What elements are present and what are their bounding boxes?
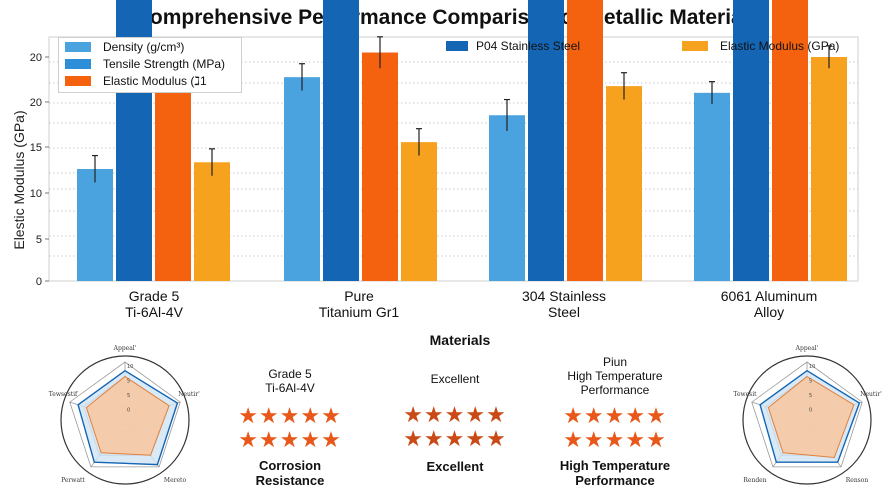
radar-ring-label-1: 5 (809, 379, 812, 385)
legend-swatch-2 (65, 75, 91, 86)
col3-bottom-line2: Performance (575, 473, 655, 488)
chart-title: Comprehensive Performance Comparison of … (134, 6, 761, 29)
legend-label-2: Elastic Modulus (ℷ1 (103, 73, 207, 88)
radar-ring-label-0: 10 (127, 364, 133, 370)
legend-inline-label-0: P04 Stainless Steel (476, 39, 581, 53)
bar-1-3 (733, 0, 769, 281)
col1-stars-row2: ★★★★★ (238, 427, 342, 452)
col3-stars-row1: ★★★★★ (563, 403, 667, 428)
legend-inline-0: P04 Stainless Steel (446, 39, 580, 53)
y-tick-label-3: 15 (30, 142, 42, 154)
y-tick-label-1: 5 (36, 234, 42, 246)
radar-series-orange (767, 375, 855, 459)
radar-axis-label-2: Mereto (164, 477, 187, 484)
x-category-2: 304 Stainless Steel (484, 288, 644, 320)
bar-2-3 (772, 0, 808, 281)
radar-chart-right: 10 5 5 0 Appeal' Neutir' Renson Renden Tewesit (733, 345, 882, 485)
legend-inline-1: Elastic Modulus (GPa) (682, 39, 839, 53)
radar-ring-0 (69, 361, 181, 468)
x-category-0-line2: Ti-6Al-4V (125, 304, 183, 320)
radar-series-orange (85, 375, 170, 456)
radar-ring-label-0: 10 (809, 364, 815, 370)
bar-1-2 (528, 0, 564, 281)
col1-stars-row1: ★★★★★ (238, 403, 342, 428)
legend-item-1: Tensile Strength (MPa) (59, 55, 241, 72)
x-category-2-line1: 304 Stainless (521, 288, 607, 304)
radar-axis-label-4: Tewesit (733, 391, 757, 398)
bar-0-0 (77, 169, 113, 281)
x-category-3: 6061 Aluminum Alloy (689, 288, 849, 320)
plot-frame (48, 36, 859, 282)
y-tick-label-5: 20 (30, 52, 42, 64)
rating-column-3: Piun High Temperature Performance ★★★★★ … (540, 355, 690, 488)
bar-0-1 (284, 77, 320, 281)
legend-swatch-0 (65, 41, 91, 52)
radar-axis-label-1: Neutir' (178, 391, 200, 398)
legend-swatch-1 (65, 58, 91, 69)
y-tick-label-4: 20 (30, 97, 42, 109)
x-category-1: Pure Titanium Gr1 (279, 288, 439, 320)
x-axis-label: Materials (429, 332, 491, 348)
x-category-1-line1: Pure (344, 288, 374, 304)
bar-0-2 (489, 115, 525, 282)
y-tick-label-2: 10 (30, 188, 42, 200)
legend-box: Density (g/cm³) Tensile Strength (MPa) E… (58, 37, 242, 93)
radar-axis-label-4: Tewsestif (49, 391, 78, 398)
col3-top-line3: Performance (580, 383, 650, 397)
col3-stars-row2: ★★★★★ (563, 427, 667, 452)
col1-top-line2: Ti-6Al-4V (265, 381, 315, 395)
legend-label-0: Density (g/cm³) (103, 39, 185, 54)
radar-ring-label-1: 5 (127, 379, 130, 385)
x-category-0-line1: Grade 5 (128, 288, 180, 304)
x-category-3-line1: 6061 Aluminum (720, 288, 818, 304)
radar-ring-label-3: 0 (127, 408, 130, 414)
radar-chart-left: 10 5 5 0 Appeal' Neutir' Mereto Perwatt Tewsesti… (49, 345, 200, 485)
col3-top-line1: Piun (602, 355, 628, 369)
radar-ring-label-2: 5 (127, 393, 130, 399)
bar-1-1 (323, 0, 359, 282)
x-category-0: Grade 5 Ti-6Al-4V (74, 288, 234, 320)
legend-inline-label-1: Elastic Modulus (GPa) (720, 39, 840, 53)
radar-axis-label-0: Appeal' (795, 345, 819, 352)
radar-ring-0 (751, 361, 863, 468)
y-axis-label: Elestic Modulus (GPa) (11, 110, 27, 249)
col1-top-line1: Grade 5 (268, 367, 312, 381)
bar-3-0 (194, 162, 230, 281)
bar-0-3 (694, 92, 730, 281)
col3-bottom-line1: High Temperature (559, 458, 671, 473)
col2-top-line1: Excellent (430, 372, 480, 386)
rating-column-2: Excellent ★★★★★ ★★★★★ Excellent (385, 372, 525, 474)
radar-axis-label-1: Neutir' (860, 391, 882, 398)
radar-axis-label-3: Renden (743, 477, 766, 484)
legend-inline-swatch-1 (682, 41, 708, 51)
legend-label-1: Tensile Strength (MPa) (103, 56, 226, 71)
radar-axis-label-0: Appeal' (113, 345, 137, 352)
x-category-3-line2: Alloy (753, 304, 785, 320)
col1-bottom-line1: Corrosion (258, 458, 322, 473)
x-category-1-line2: Titanium Gr1 (318, 304, 400, 320)
x-category-2-line2: Steel (548, 304, 580, 320)
y-tick-label-0: 0 (36, 276, 42, 288)
bar-2-2 (567, 0, 603, 281)
radar-ring-label-3: 0 (809, 408, 812, 414)
bar-2-1 (362, 52, 398, 281)
legend-inline-swatch-0 (446, 41, 468, 51)
bar-3-3 (811, 57, 847, 281)
radar-ring-label-2: 5 (809, 393, 812, 399)
bar-3-2 (606, 86, 642, 282)
legend-item-2: Elastic Modulus (ℷ1 (59, 72, 241, 89)
col1-bottom-line2: Resistance (255, 473, 325, 488)
rating-column-1: Grade 5 Ti-6Al-4V ★★★★★ ★★★★★ Corrosion … (220, 367, 360, 488)
col2-stars-row1: ★★★★★ (403, 402, 507, 427)
radar-axis-label-3: Perwatt (61, 477, 85, 484)
bar-3-1 (401, 142, 437, 281)
col2-stars-row2: ★★★★★ (403, 426, 507, 451)
col3-top-line2: High Temperature (567, 369, 663, 383)
legend-item-0: Density (g/cm³) (59, 38, 241, 55)
radar-axis-label-2: Renson (846, 477, 869, 484)
col2-bottom-line1: Excellent (426, 459, 484, 474)
